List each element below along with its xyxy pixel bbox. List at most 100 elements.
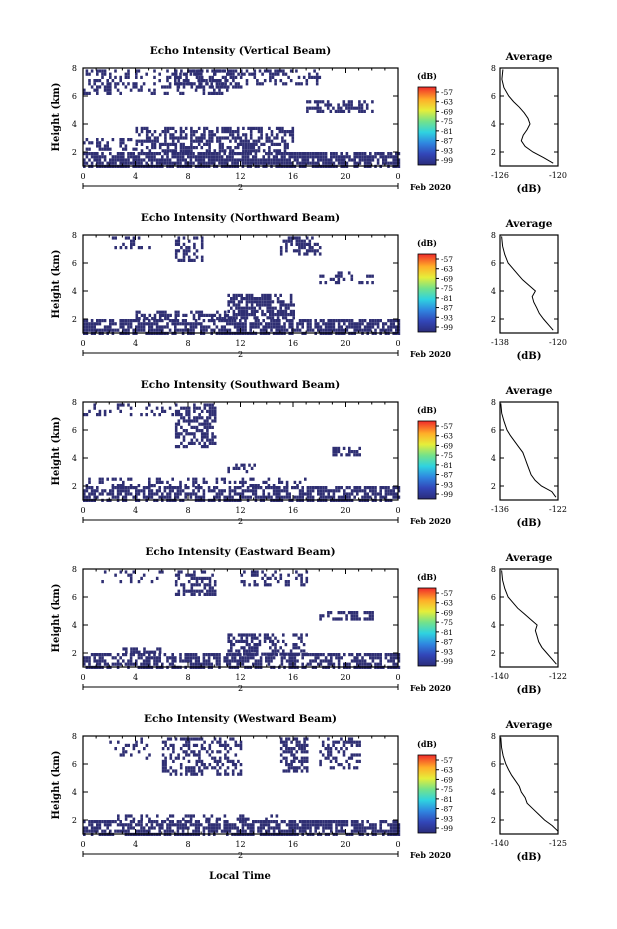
- echo-cell: [397, 653, 401, 657]
- echo-cell: [282, 69, 285, 73]
- echo-cell: [293, 826, 297, 830]
- echo-cell: [369, 328, 372, 332]
- echo-cell: [184, 653, 187, 657]
- echo-cell: [96, 328, 99, 332]
- echo-cell: [220, 91, 224, 95]
- echo-cell: [161, 570, 164, 574]
- echo-cell: [182, 313, 185, 317]
- echo-cell: [179, 152, 182, 156]
- echo-cell: [244, 656, 247, 660]
- echo-cell: [119, 158, 122, 162]
- echo-cell: [263, 293, 267, 297]
- echo-cell: [280, 328, 284, 332]
- colorbar-tick-label: -63: [441, 98, 453, 107]
- echo-cell: [257, 149, 261, 153]
- echo-cell: [295, 633, 298, 637]
- echo-cell: [296, 486, 299, 490]
- echo-cell: [158, 161, 161, 165]
- echo-cell: [301, 662, 304, 666]
- echo-cell: [275, 161, 278, 165]
- echo-cell: [116, 662, 120, 666]
- avg-x-tick-label: -126: [491, 171, 509, 180]
- echo-cell: [395, 325, 398, 329]
- echo-cell: [295, 249, 299, 253]
- echo-cell: [356, 820, 359, 824]
- echo-cell: [371, 617, 374, 621]
- echo-cell: [193, 252, 196, 256]
- echo-cell: [387, 492, 390, 496]
- echo-cell: [180, 425, 183, 429]
- echo-cell: [194, 826, 198, 830]
- echo-cell: [142, 829, 146, 833]
- echo-cell: [148, 486, 151, 490]
- echo-cell: [98, 69, 102, 73]
- echo-cell: [379, 319, 382, 323]
- echo-cell: [261, 313, 264, 317]
- echo-cell: [223, 823, 226, 827]
- echo-cell: [143, 317, 146, 321]
- echo-cell: [208, 136, 211, 140]
- echo-cell: [103, 489, 107, 493]
- echo-cell: [259, 820, 263, 824]
- echo-cell: [198, 766, 201, 770]
- echo-cell: [166, 91, 169, 95]
- echo-cell: [233, 319, 237, 323]
- echo-cell: [190, 133, 193, 137]
- echo-cell: [197, 823, 200, 827]
- echo-cell: [239, 69, 243, 73]
- echo-cell: [262, 319, 265, 323]
- echo-cell: [83, 662, 86, 666]
- echo-cell: [223, 126, 227, 130]
- echo-cell: [171, 72, 174, 76]
- echo-cell: [296, 155, 299, 159]
- echo-cell: [363, 158, 367, 162]
- echo-cell: [130, 753, 133, 757]
- echo-cell: [142, 158, 146, 162]
- echo-cell: [96, 829, 99, 833]
- echo-cell: [290, 239, 293, 243]
- echo-cell: [232, 75, 235, 79]
- echo-cell: [220, 319, 224, 323]
- echo-cell: [203, 445, 207, 449]
- echo-cell: [103, 653, 107, 657]
- echo-cell: [200, 486, 203, 490]
- echo-cell: [213, 79, 217, 83]
- echo-cell: [106, 141, 109, 145]
- avg-y-tick-label: 2: [491, 148, 496, 157]
- echo-cell: [85, 826, 89, 830]
- echo-cell: [322, 495, 325, 499]
- echo-cell: [185, 75, 188, 79]
- echo-cell: [195, 438, 199, 442]
- echo-cell: [138, 310, 141, 314]
- echo-cell: [155, 492, 159, 496]
- echo-cell: [142, 82, 146, 86]
- echo-cell: [345, 328, 349, 332]
- echo-cell: [101, 155, 104, 159]
- echo-cell: [176, 820, 180, 824]
- echo-cell: [203, 570, 207, 574]
- echo-cell: [127, 72, 130, 76]
- echo-cell: [198, 69, 201, 73]
- echo-cell: [171, 656, 174, 660]
- echo-cell: [266, 300, 269, 304]
- echo-cell: [221, 743, 225, 747]
- echo-cell: [265, 136, 269, 140]
- echo-cell: [221, 82, 225, 86]
- echo-cell: [129, 155, 133, 159]
- echo-cell: [314, 161, 317, 165]
- echo-cell: [297, 573, 301, 577]
- echo-cell: [137, 820, 141, 824]
- echo-cell: [148, 820, 151, 824]
- echo-cell: [161, 769, 165, 773]
- echo-cell: [205, 750, 209, 754]
- echo-cell: [216, 317, 219, 321]
- echo-cell: [257, 829, 260, 833]
- echo-cell: [116, 328, 120, 332]
- echo-cell: [182, 589, 186, 593]
- echo-cell: [200, 763, 204, 767]
- echo-cell: [371, 322, 375, 326]
- echo-cell: [200, 239, 204, 243]
- echo-cell: [228, 152, 232, 156]
- echo-cell: [300, 633, 303, 637]
- echo-cell: [239, 743, 243, 747]
